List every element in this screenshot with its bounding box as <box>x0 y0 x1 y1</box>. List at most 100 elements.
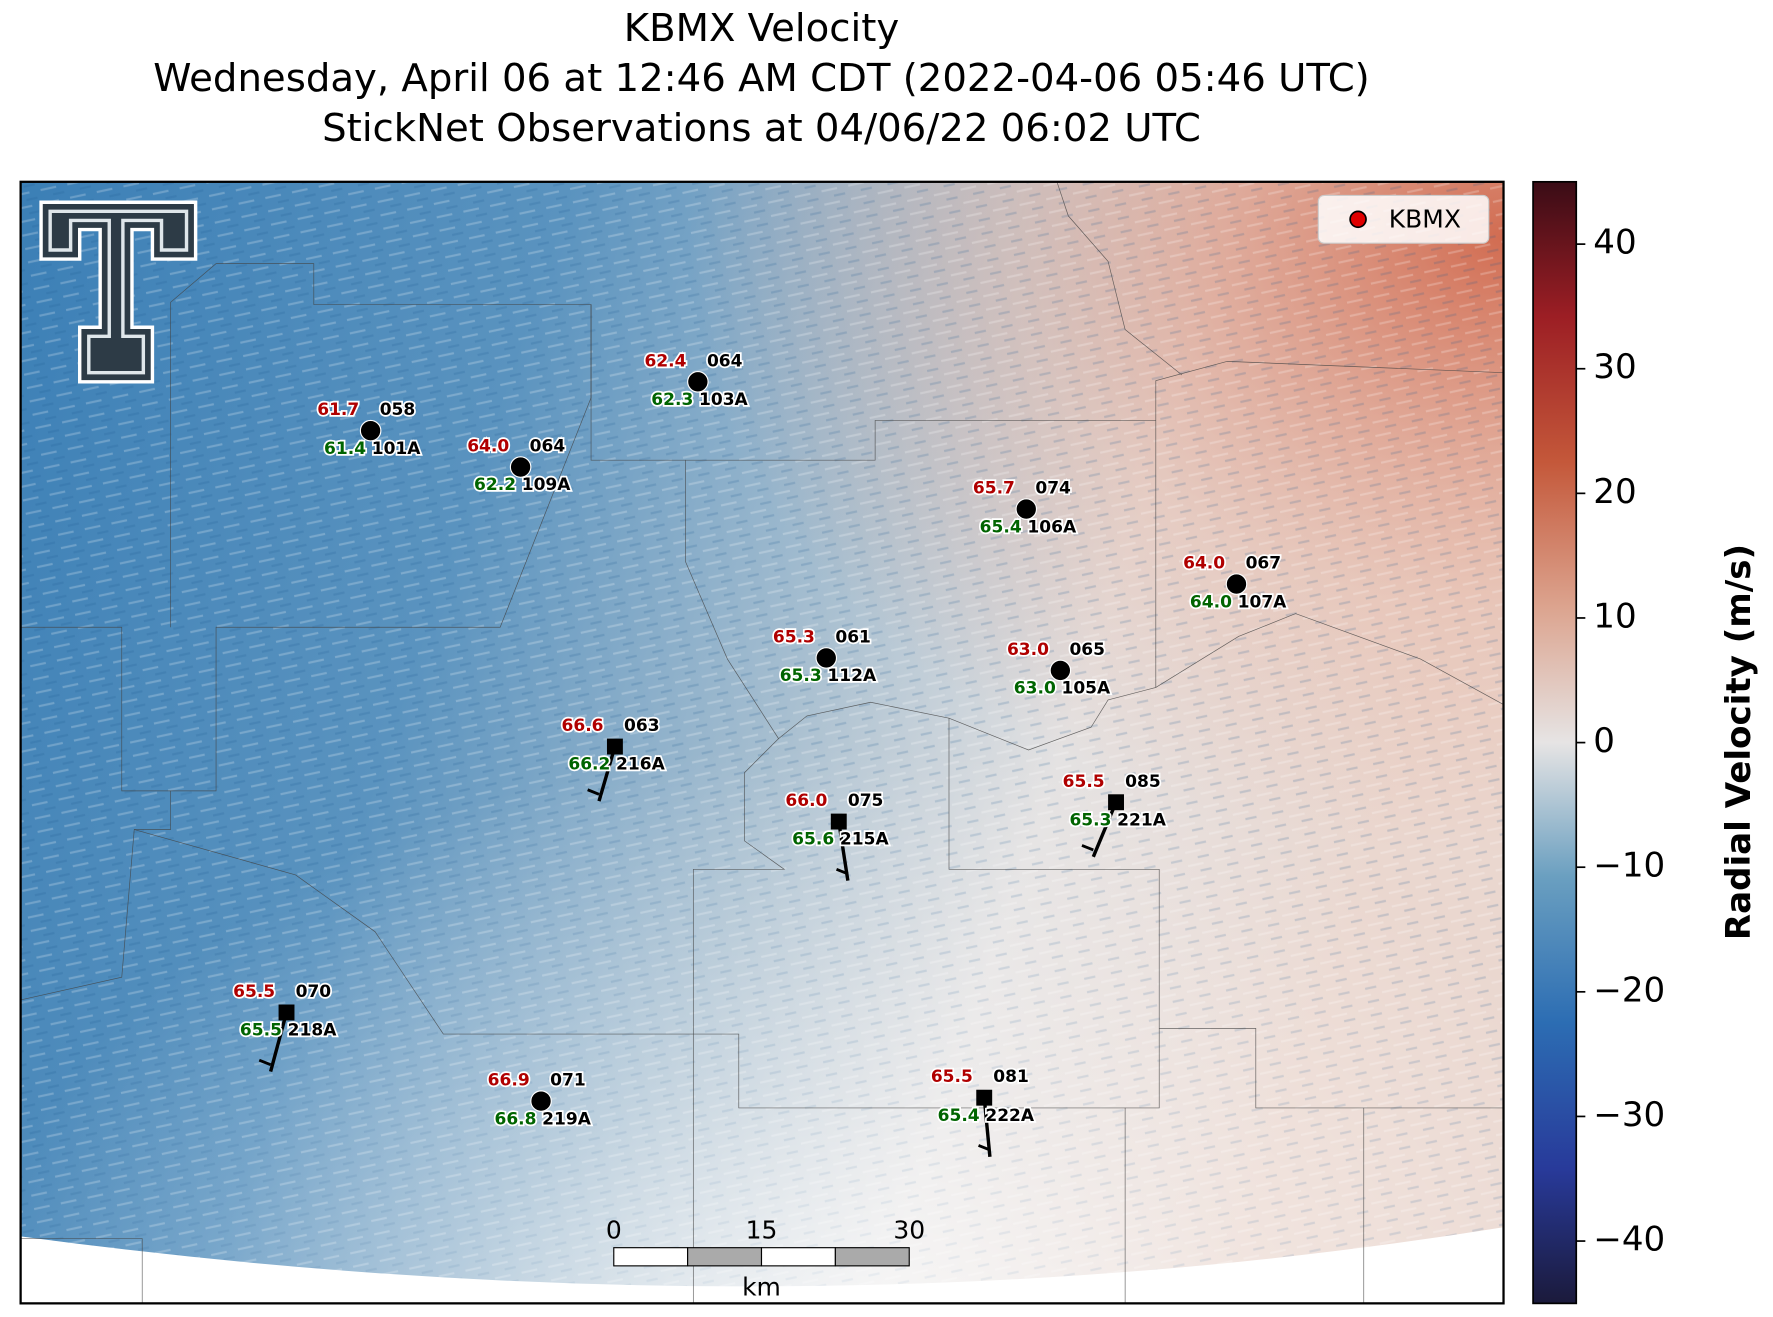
wind-barb <box>268 1012 289 1072</box>
wind-barb <box>982 1097 992 1157</box>
temperature: 63.0 <box>1007 640 1049 660</box>
station: 66.9 071 66.8 219A <box>486 1069 593 1131</box>
pressure: 081 <box>993 1067 1029 1087</box>
temperature: 66.0 <box>785 791 827 811</box>
dewpoint: 62.2 <box>474 475 516 495</box>
temperature: 61.7 <box>317 400 359 420</box>
wind-barb-flag <box>835 867 849 876</box>
county-lines <box>20 181 1504 1304</box>
temperature: 64.0 <box>467 437 509 457</box>
temperature: 65.3 <box>773 627 815 647</box>
scale-label: 15 <box>746 1216 778 1245</box>
pressure: 067 <box>1246 554 1282 574</box>
pressure: 074 <box>1035 479 1071 499</box>
station: 66.6 063 66.2 216A <box>560 714 667 802</box>
wind-barb <box>597 746 617 802</box>
temperature: 66.6 <box>562 716 604 736</box>
station: 66.0 075 65.6 215A <box>784 789 891 881</box>
station-marker <box>606 738 623 755</box>
station: 65.5 081 65.4 222A <box>929 1066 1037 1157</box>
station-id: 222A <box>985 1106 1035 1126</box>
colorbar-tick-label: 0 <box>1593 721 1615 761</box>
station: 61.7 058 61.4 101A <box>316 399 423 461</box>
title: KBMX Velocity <box>624 6 899 51</box>
dewpoint: 64.0 <box>1190 592 1232 612</box>
scale-label: 30 <box>893 1216 925 1245</box>
radar-map <box>20 181 1504 1304</box>
wind-barb-flag <box>978 1144 991 1152</box>
pressure: 071 <box>550 1071 586 1091</box>
station: 65.7 074 65.4 106A <box>971 477 1078 539</box>
dewpoint: 65.4 <box>938 1106 980 1126</box>
station-id: 101A <box>372 439 422 459</box>
station: 65.5 070 65.5 218A <box>231 980 339 1072</box>
colorbar-tick-label: −10 <box>1593 846 1665 886</box>
colorbar-scale <box>1532 180 1578 1305</box>
dewpoint: 65.4 <box>980 517 1022 537</box>
temperature: 64.0 <box>1183 554 1225 574</box>
station-marker <box>976 1089 993 1106</box>
station-id: 219A <box>542 1109 592 1129</box>
station: 64.0 067 64.0 107A <box>1181 552 1288 614</box>
logo <box>39 200 198 384</box>
pressure: 063 <box>624 716 660 736</box>
pressure: 061 <box>835 627 871 647</box>
station-id: 218A <box>288 1021 338 1041</box>
colorbar-tick-label: 20 <box>1593 472 1636 512</box>
dewpoint: 65.3 <box>1069 810 1111 830</box>
dewpoint: 66.2 <box>568 755 610 775</box>
legend-marker <box>1349 210 1367 229</box>
temperature: 65.5 <box>931 1067 973 1087</box>
temperature: 65.7 <box>973 479 1015 499</box>
colorbar-tick-label: 30 <box>1593 347 1636 387</box>
legend-label: KBMX <box>1389 204 1461 233</box>
pressure: 064 <box>707 351 743 371</box>
pressure: 085 <box>1125 772 1161 792</box>
station-id: 215A <box>840 830 890 850</box>
station-id: 107A <box>1238 592 1288 612</box>
no-echo-area <box>20 1227 1504 1304</box>
station-id: 106A <box>1027 517 1077 537</box>
scale-label: 0 <box>606 1216 622 1245</box>
temperature: 66.9 <box>488 1071 530 1091</box>
legend: KBMX <box>1317 194 1490 244</box>
dewpoint: 65.5 <box>240 1021 282 1041</box>
colorbar-label: Radial Velocity (m/s) <box>1719 544 1759 940</box>
temperature: 65.5 <box>1063 772 1105 792</box>
colorbar-tick-label: 10 <box>1593 596 1636 636</box>
temperature: 65.5 <box>233 982 275 1002</box>
wind-barb <box>1091 801 1118 858</box>
map-frame <box>19 180 1505 1305</box>
colorbar-tick-label: −20 <box>1593 970 1665 1010</box>
station-id: 216A <box>616 755 666 775</box>
pressure: 058 <box>380 400 416 420</box>
pressure: 064 <box>530 437 566 457</box>
scale-unit: km <box>742 1272 781 1301</box>
dewpoint: 66.8 <box>494 1109 536 1129</box>
station-id: 103A <box>699 390 749 410</box>
dewpoint: 63.0 <box>1014 679 1056 699</box>
wind-barb <box>837 821 850 881</box>
pressure: 070 <box>296 982 332 1002</box>
dewpoint: 65.3 <box>780 666 822 686</box>
colorbar-tick-label: 40 <box>1593 223 1636 263</box>
wind-barb-flag <box>587 788 600 796</box>
wind-barb-flag <box>258 1058 272 1067</box>
station-id: 221A <box>1117 810 1167 830</box>
station: 65.5 085 65.3 221A <box>1061 770 1168 858</box>
station-id: 109A <box>522 475 572 495</box>
station-marker <box>1049 659 1072 682</box>
station-marker <box>1015 498 1038 520</box>
colorbar-tick-label: −40 <box>1593 1220 1665 1260</box>
station-id: 112A <box>827 666 877 686</box>
station-marker <box>278 1004 295 1021</box>
station-marker <box>1225 573 1248 595</box>
dewpoint: 65.6 <box>792 830 834 850</box>
station-marker <box>1108 794 1124 811</box>
station-marker <box>687 371 709 393</box>
station-marker <box>509 456 532 478</box>
